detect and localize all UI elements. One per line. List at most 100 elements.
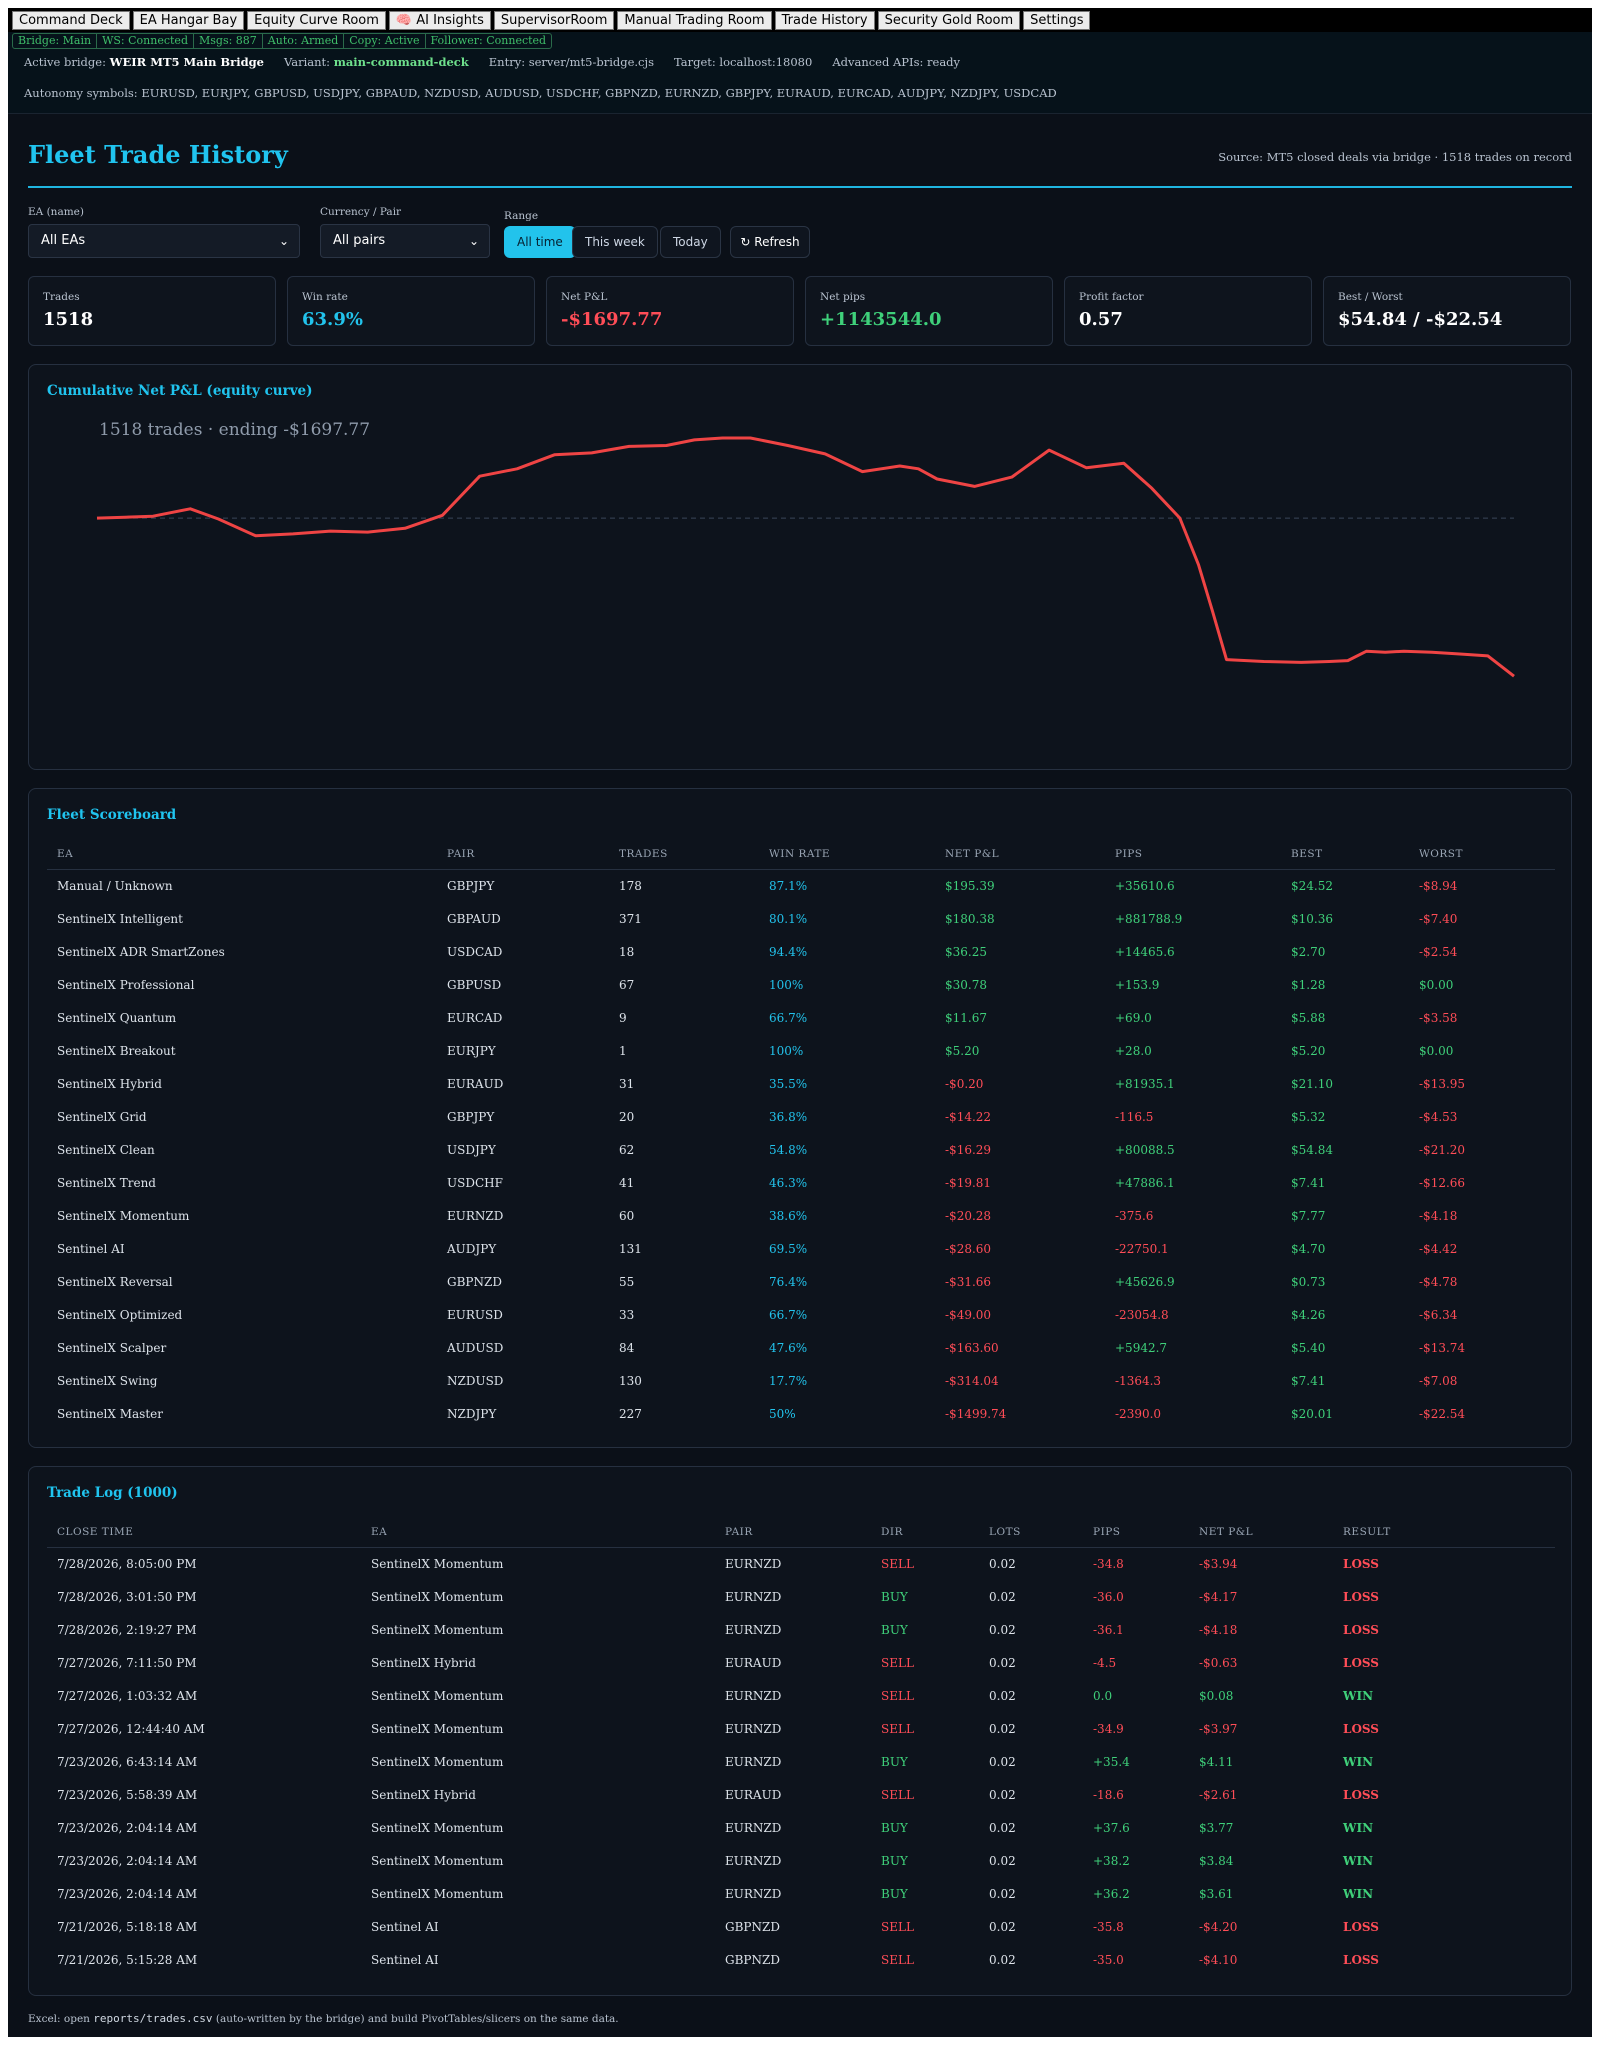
table-cell: $20.01 [1291, 1406, 1333, 1421]
trade-log-table: CLOSE TIME EA PAIR DIR LOTS PIPS NET P&L RESULT… [47, 1517, 1555, 1976]
table-cell: -2390.0 [1115, 1406, 1162, 1421]
table-cell: 66.7% [769, 1307, 808, 1322]
footer-file-path: reports/trades.csv [93, 2012, 213, 2025]
table-cell: 66.7% [769, 1010, 808, 1025]
range-this-week-button[interactable]: This week [572, 226, 658, 258]
table-cell: SentinelX Hybrid [371, 1787, 476, 1802]
table-cell: 7/27/2026, 7:11:50 PM [57, 1655, 197, 1670]
table-row: 7/23/2026, 2:04:14 AM SentinelX Momentum E… [47, 1877, 1555, 1910]
tab-equity-curve-room[interactable]: Equity Curve Room [247, 11, 386, 30]
chart-title: Cumulative Net P&L (equity curve) [47, 383, 313, 399]
table-cell: EURNZD [725, 1688, 782, 1703]
table-cell: -$19.81 [945, 1175, 992, 1190]
scoreboard-header-row: EA PAIR TRADES WIN RATE NET P&L PIPS BEST WORST [47, 839, 1555, 870]
table-cell: 20 [619, 1109, 635, 1124]
tab-security-gold-room[interactable]: Security Gold Room [877, 11, 1021, 30]
table-row: SentinelX ADR SmartZones USDCAD 18 94.4% $36… [47, 935, 1555, 968]
table-cell: SentinelX Optimized [57, 1307, 183, 1322]
active-bridge-label: Active bridge: [24, 55, 106, 69]
stat-win-rate: Win rate 63.9% [287, 276, 535, 346]
table-cell: BUY [881, 1820, 908, 1835]
table-cell: LOSS [1343, 1589, 1379, 1604]
stat-win-rate-value: 63.9% [302, 309, 363, 330]
table-cell: -$12.66 [1419, 1175, 1466, 1190]
table-cell: SentinelX Quantum [57, 1010, 177, 1025]
table-cell: +35.4 [1093, 1754, 1130, 1769]
table-cell: -$16.29 [945, 1142, 992, 1157]
table-cell: $3.61 [1199, 1886, 1234, 1901]
scoreboard-title: Fleet Scoreboard [47, 807, 177, 823]
table-cell: -$4.17 [1199, 1589, 1238, 1604]
table-cell: LOSS [1343, 1952, 1379, 1967]
ea-select[interactable]: All EAs ⌄ [28, 224, 300, 258]
table-cell: +80088.5 [1115, 1142, 1175, 1157]
target: Target: localhost:18080 [673, 55, 813, 69]
table-cell: EURNZD [725, 1589, 782, 1604]
table-row: SentinelX Master NZDJPY 227 50% -$1499.74 -23… [47, 1397, 1555, 1430]
variant: Variant: main-command-deck [284, 54, 469, 70]
chevron-down-icon: ⌄ [278, 234, 289, 248]
table-cell: 7/21/2026, 5:15:28 AM [57, 1952, 198, 1967]
table-cell: LOSS [1343, 1787, 1379, 1802]
table-cell: 55 [619, 1274, 635, 1289]
table-cell: -$2.54 [1419, 944, 1458, 959]
range-all-time-button[interactable]: All time [504, 226, 576, 258]
equity-curve-chart: 1518 trades · ending -$1697.77 [96, 420, 1515, 678]
table-cell: SentinelX Hybrid [57, 1076, 162, 1091]
table-cell: +69.0 [1115, 1010, 1152, 1025]
table-cell: -$8.94 [1419, 878, 1458, 893]
table-cell: $7.41 [1291, 1175, 1326, 1190]
table-cell: 7/28/2026, 3:01:50 PM [57, 1589, 197, 1604]
table-cell: EURUSD [447, 1307, 503, 1322]
tab-ai-insights[interactable]: 🧠 AI Insights [388, 11, 491, 30]
table-cell: 36.8% [769, 1109, 808, 1124]
advanced-apis: Advanced APIs: ready [832, 55, 961, 69]
equity-series-line [96, 436, 1515, 678]
tab-command-deck[interactable]: Command Deck [12, 11, 130, 30]
table-cell: SentinelX Momentum [371, 1820, 504, 1835]
table-cell: 94.4% [769, 944, 808, 959]
table-cell: WIN [1343, 1886, 1374, 1901]
table-cell: SELL [881, 1952, 914, 1967]
table-row: SentinelX Quantum EURCAD 9 66.7% $11.67 +69.0… [47, 1001, 1555, 1034]
table-cell: $5.88 [1291, 1010, 1326, 1025]
table-row: SentinelX Scalper AUDUSD 84 47.6% -$163.60 +5… [47, 1331, 1555, 1364]
table-cell: EURNZD [725, 1556, 782, 1571]
table-cell: +45626.9 [1115, 1274, 1175, 1289]
column-header: TRADES [609, 839, 759, 870]
table-row: 7/21/2026, 5:18:18 AM Sentinel AI GBPNZD SE… [47, 1910, 1555, 1943]
table-cell: USDJPY [447, 1142, 496, 1157]
table-row: 7/23/2026, 6:43:14 AM SentinelX Momentum E… [47, 1745, 1555, 1778]
table-cell: SentinelX Momentum [371, 1754, 504, 1769]
range-today-button[interactable]: Today [660, 226, 721, 258]
table-cell: 84 [619, 1340, 635, 1355]
tab-manual-trading-room[interactable]: Manual Trading Room [617, 11, 772, 30]
chevron-down-icon: ⌄ [468, 234, 479, 248]
stat-win-rate-label: Win rate [302, 291, 348, 303]
table-cell: -34.9 [1093, 1721, 1124, 1736]
table-cell: 87.1% [769, 878, 808, 893]
tab-settings[interactable]: Settings [1023, 11, 1091, 30]
table-row: 7/27/2026, 1:03:32 AM SentinelX Momentum E… [47, 1679, 1555, 1712]
active-bridge: Active bridge: WEIR MT5 Main Bridge [24, 54, 264, 70]
table-cell: 0.02 [989, 1622, 1016, 1637]
pair-select[interactable]: All pairs ⌄ [320, 224, 490, 258]
table-cell: +14465.6 [1115, 944, 1175, 959]
column-header: WIN RATE [759, 839, 935, 870]
table-cell: 7/21/2026, 5:18:18 AM [57, 1919, 198, 1934]
table-cell: EURAUD [447, 1076, 504, 1091]
refresh-button[interactable]: ↻ Refresh [730, 226, 810, 258]
tab-supervisorroom[interactable]: SupervisorRoom [493, 11, 615, 30]
table-row: SentinelX Professional GBPUSD 67 100% $30.78… [47, 968, 1555, 1001]
stat-net-pl-label: Net P&L [561, 291, 608, 303]
table-cell: EURCAD [447, 1010, 503, 1025]
table-cell: BUY [881, 1853, 908, 1868]
tab-ea-hangar-bay[interactable]: EA Hangar Bay [132, 11, 245, 30]
tab-trade-history[interactable]: Trade History [774, 11, 875, 30]
table-cell: 7/23/2026, 2:04:14 AM [57, 1886, 198, 1901]
table-cell: SentinelX Grid [57, 1109, 147, 1124]
table-cell: 7/23/2026, 5:58:39 AM [57, 1787, 198, 1802]
table-cell: SentinelX Hybrid [371, 1655, 476, 1670]
table-cell: NZDJPY [447, 1406, 497, 1421]
entry: Entry: server/mt5-bridge.cjs [488, 55, 654, 69]
